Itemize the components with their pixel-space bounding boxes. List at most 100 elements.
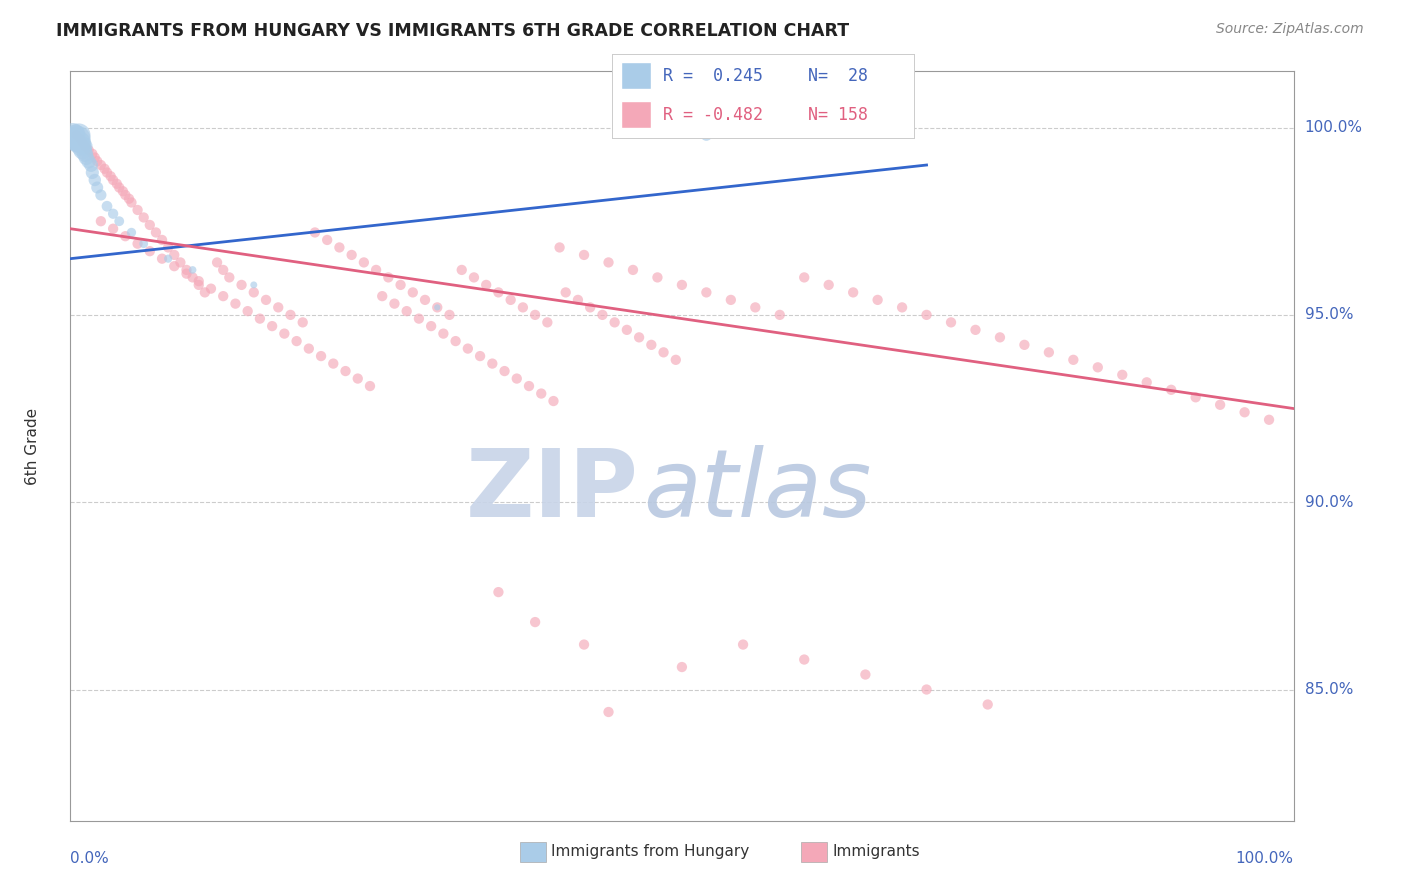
Point — [127, 202, 149, 217]
Point — [567, 293, 589, 307]
Point — [426, 301, 449, 315]
Point — [488, 585, 510, 599]
Point — [915, 682, 938, 697]
Point — [114, 188, 136, 202]
Point — [524, 615, 547, 629]
Point — [377, 270, 399, 285]
Point — [524, 308, 547, 322]
Point — [309, 349, 332, 363]
Point — [267, 301, 290, 315]
Point — [499, 293, 522, 307]
Point — [249, 311, 271, 326]
Point — [73, 139, 96, 153]
Point — [90, 214, 112, 228]
Point — [194, 285, 217, 300]
Point — [395, 304, 418, 318]
Point — [1111, 368, 1133, 382]
Point — [855, 667, 877, 681]
Point — [891, 301, 914, 315]
Text: 6th Grade: 6th Grade — [25, 408, 39, 484]
Point — [1160, 383, 1182, 397]
Point — [402, 285, 425, 300]
Point — [187, 277, 209, 292]
Text: R = -0.482: R = -0.482 — [664, 105, 763, 123]
Point — [965, 323, 987, 337]
Point — [181, 270, 204, 285]
Bar — [620, 101, 651, 128]
Point — [603, 315, 626, 329]
Point — [408, 311, 430, 326]
Text: 100.0%: 100.0% — [1236, 851, 1294, 866]
Point — [420, 319, 443, 334]
Point — [73, 146, 96, 161]
Point — [285, 334, 308, 348]
Point — [121, 195, 143, 210]
Point — [665, 352, 688, 367]
Point — [866, 293, 889, 307]
Point — [1258, 413, 1281, 427]
Point — [139, 244, 162, 259]
Point — [371, 289, 394, 303]
Point — [118, 192, 141, 206]
Text: 100.0%: 100.0% — [1305, 120, 1362, 135]
Point — [132, 211, 155, 225]
Point — [598, 255, 620, 269]
Point — [346, 371, 368, 385]
Point — [1136, 376, 1159, 390]
Point — [200, 282, 222, 296]
Point — [90, 188, 112, 202]
Point — [384, 296, 406, 310]
Point — [231, 277, 253, 292]
Point — [628, 330, 651, 344]
Text: 95.0%: 95.0% — [1305, 308, 1353, 322]
Text: N= 158: N= 158 — [808, 105, 868, 123]
Point — [132, 236, 155, 251]
Point — [572, 248, 595, 262]
Point — [63, 128, 86, 142]
Point — [413, 293, 436, 307]
Text: 90.0%: 90.0% — [1305, 495, 1353, 509]
Point — [793, 652, 815, 666]
Point — [543, 394, 565, 409]
Point — [224, 296, 246, 310]
Point — [976, 698, 998, 712]
Point — [481, 357, 503, 371]
Point — [1209, 398, 1232, 412]
Point — [1087, 360, 1109, 375]
Point — [82, 146, 104, 161]
Point — [72, 136, 94, 150]
Point — [157, 252, 180, 266]
Point — [793, 270, 815, 285]
Point — [83, 173, 105, 187]
Point — [121, 226, 143, 240]
Point — [640, 338, 662, 352]
Point — [218, 270, 240, 285]
Point — [75, 151, 97, 165]
Point — [340, 248, 363, 262]
Point — [187, 274, 209, 288]
Point — [316, 233, 339, 247]
Point — [322, 357, 344, 371]
Point — [65, 128, 87, 142]
Text: atlas: atlas — [643, 445, 870, 536]
Point — [83, 151, 105, 165]
Point — [73, 139, 96, 153]
Point — [67, 128, 90, 142]
Point — [236, 304, 259, 318]
Point — [101, 207, 124, 221]
Point — [506, 371, 529, 385]
Point — [262, 319, 284, 334]
Point — [181, 263, 204, 277]
Point — [86, 154, 108, 169]
Point — [450, 263, 472, 277]
Point — [111, 184, 134, 198]
Point — [1062, 352, 1084, 367]
Point — [517, 379, 540, 393]
Point — [101, 173, 124, 187]
Point — [72, 143, 94, 157]
Text: Immigrants: Immigrants — [832, 845, 920, 859]
Point — [82, 165, 104, 179]
Point — [243, 277, 266, 292]
Point — [280, 308, 302, 322]
Point — [457, 342, 479, 356]
